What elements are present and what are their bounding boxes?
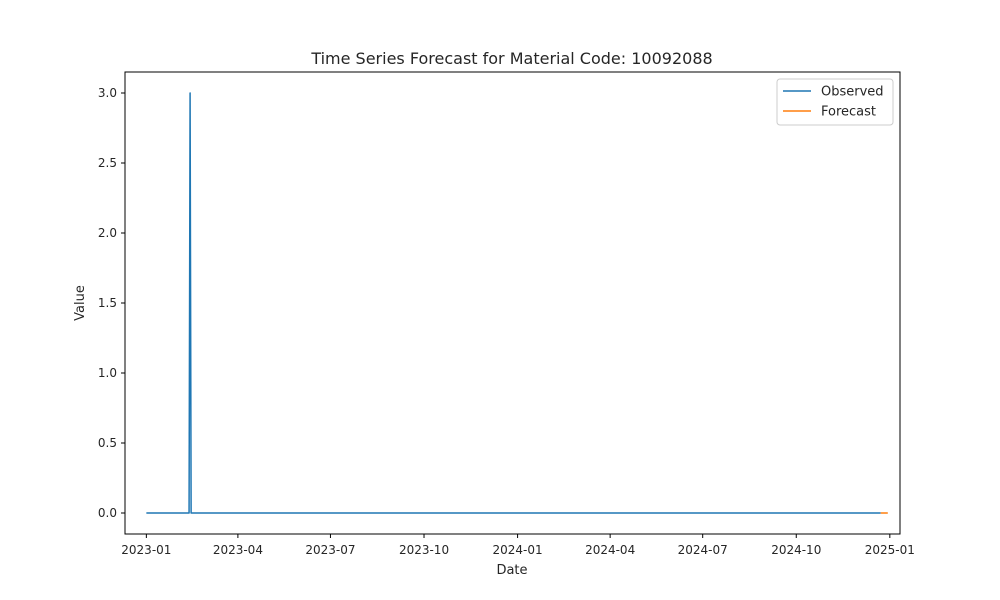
y-tick-label: 1.0 [98, 366, 117, 380]
y-tick-label: 0.0 [98, 506, 117, 520]
x-tick-label: 2023-10 [399, 543, 449, 557]
x-axis-label: Date [496, 563, 527, 578]
y-tick-label: 2.5 [98, 156, 117, 170]
x-tick-label: 2024-01 [493, 543, 543, 557]
y-tick-label: 3.0 [98, 86, 117, 100]
x-tick-label: 2023-01 [121, 543, 171, 557]
x-tick-label: 2024-04 [585, 543, 635, 557]
x-tick-label: 2024-07 [678, 543, 728, 557]
x-axis: 2023-01 2023-04 2023-07 2023-10 2024-01 2024-… [121, 534, 915, 557]
legend-label-observed: Observed [821, 85, 884, 100]
legend-label-forecast: Forecast [821, 105, 876, 120]
x-tick-label: 2025-01 [865, 543, 915, 557]
x-tick-label: 2023-07 [305, 543, 355, 557]
x-tick-label: 2024-10 [771, 543, 821, 557]
y-tick-label: 1.5 [98, 296, 117, 310]
x-tick-label: 2023-04 [213, 543, 263, 557]
series-line-observed [146, 92, 881, 514]
y-axis-label: Value [73, 285, 88, 321]
plot-frame [124, 71, 901, 535]
y-tick-label: 0.5 [98, 436, 117, 450]
y-tick-label: 2.0 [98, 226, 117, 240]
legend: Observed Forecast [776, 78, 894, 126]
chart-title: Time Series Forecast for Material Code: … [310, 49, 712, 68]
y-axis: 0.0 0.5 1.0 1.5 2.0 2.5 3.0 [98, 86, 125, 520]
plot-area [146, 92, 888, 514]
